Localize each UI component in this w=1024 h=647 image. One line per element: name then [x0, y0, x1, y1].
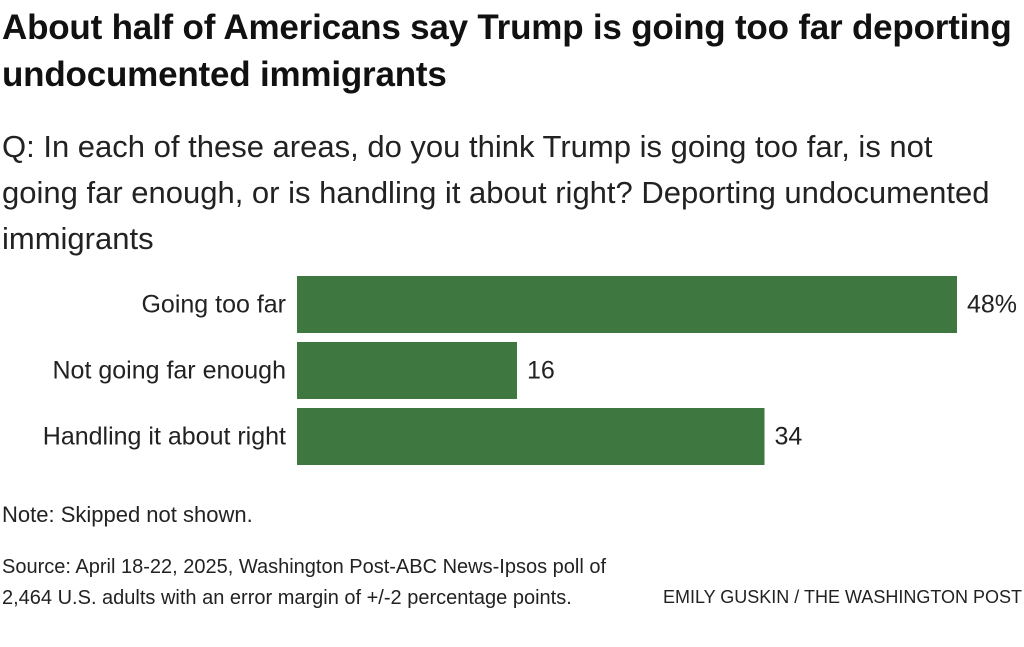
- chart-note: Note: Skipped not shown.: [2, 502, 253, 527]
- chart-source: Source: April 18-22, 2025, Washington Po…: [2, 556, 607, 609]
- bar-not-going-far-enough: [297, 342, 517, 399]
- bar-handling-it-about-right: [297, 408, 765, 465]
- chart-credit: EMILY GUSKIN / THE WASHINGTON POST: [662, 587, 1022, 607]
- value-label: 48%: [967, 291, 1017, 319]
- chart-subtitle: Q: In each of these areas, do you think …: [2, 129, 990, 256]
- bar-going-too-far: [297, 276, 957, 333]
- bar-chart: Going too far 48% Not going far enough 16 Ha…: [43, 276, 1017, 465]
- value-label: 34: [775, 423, 803, 451]
- category-label: Not going far enough: [52, 357, 286, 385]
- category-label: Going too far: [141, 291, 286, 319]
- chart-title: About half of Americans say Trump is goi…: [2, 8, 1012, 94]
- category-label: Handling it about right: [43, 423, 286, 451]
- value-label: 16: [527, 357, 555, 385]
